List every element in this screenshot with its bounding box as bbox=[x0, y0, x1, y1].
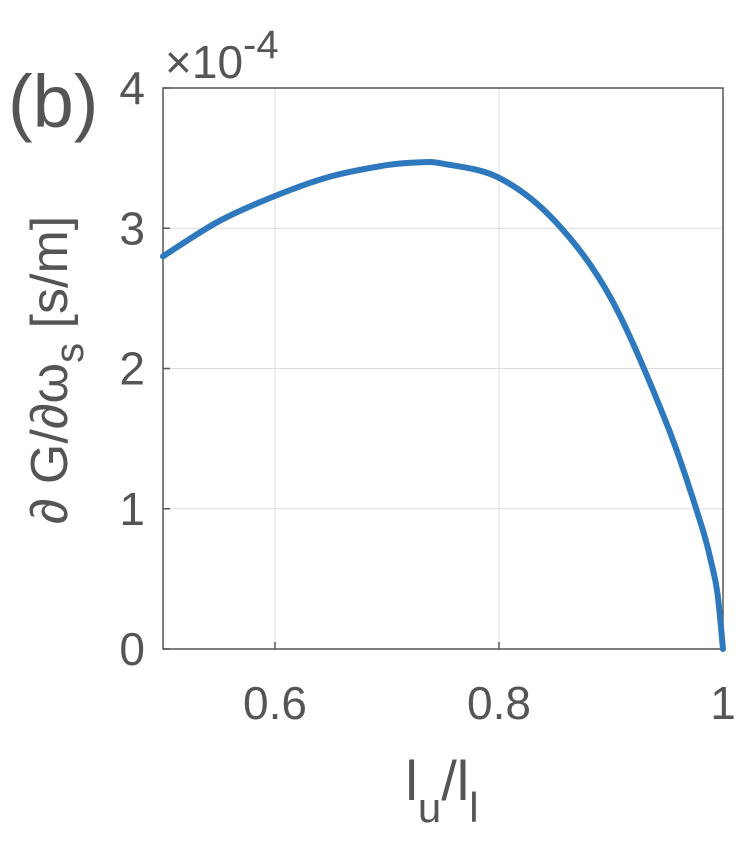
y-axis-label-main: ∂ G/∂ω bbox=[21, 363, 79, 524]
y-axis-label-unit: [s/m] bbox=[21, 216, 79, 343]
series-line bbox=[160, 158, 726, 652]
y-tick-label: 2 bbox=[119, 343, 145, 395]
axis-exponent: ×10-4 bbox=[165, 23, 279, 88]
x-axis-label-sub: u bbox=[418, 784, 441, 831]
y-tick-label: 4 bbox=[119, 62, 145, 114]
y-tick-label: 0 bbox=[119, 623, 145, 675]
x-tick-label: 0.6 bbox=[243, 677, 307, 729]
x-axis-label: lu/ll bbox=[405, 749, 478, 831]
y-axis-label: ∂ G/∂ωs [s/m] bbox=[21, 216, 92, 524]
y-axis-label-sub: s bbox=[48, 343, 92, 363]
x-tick-label: 0.8 bbox=[467, 677, 531, 729]
x-axis-label-sep: / bbox=[441, 749, 457, 812]
panel-label: (b) bbox=[8, 60, 98, 143]
axis-exponent-power: -4 bbox=[243, 23, 279, 67]
y-tick-label: 1 bbox=[119, 483, 145, 535]
x-tick-labels: 0.6 0.8 1 bbox=[243, 677, 736, 729]
x-axis-label-main: l bbox=[405, 749, 417, 812]
grid-lines bbox=[163, 87, 724, 650]
x-tick-label: 1 bbox=[710, 677, 736, 729]
y-tick-labels: 0 1 2 3 4 bbox=[119, 62, 145, 675]
x-axis-label-main2: l bbox=[457, 749, 469, 812]
axis-exponent-base: ×10 bbox=[165, 36, 243, 88]
y-tick-label: 3 bbox=[119, 202, 145, 254]
x-axis-label-sub2: l bbox=[469, 784, 478, 831]
